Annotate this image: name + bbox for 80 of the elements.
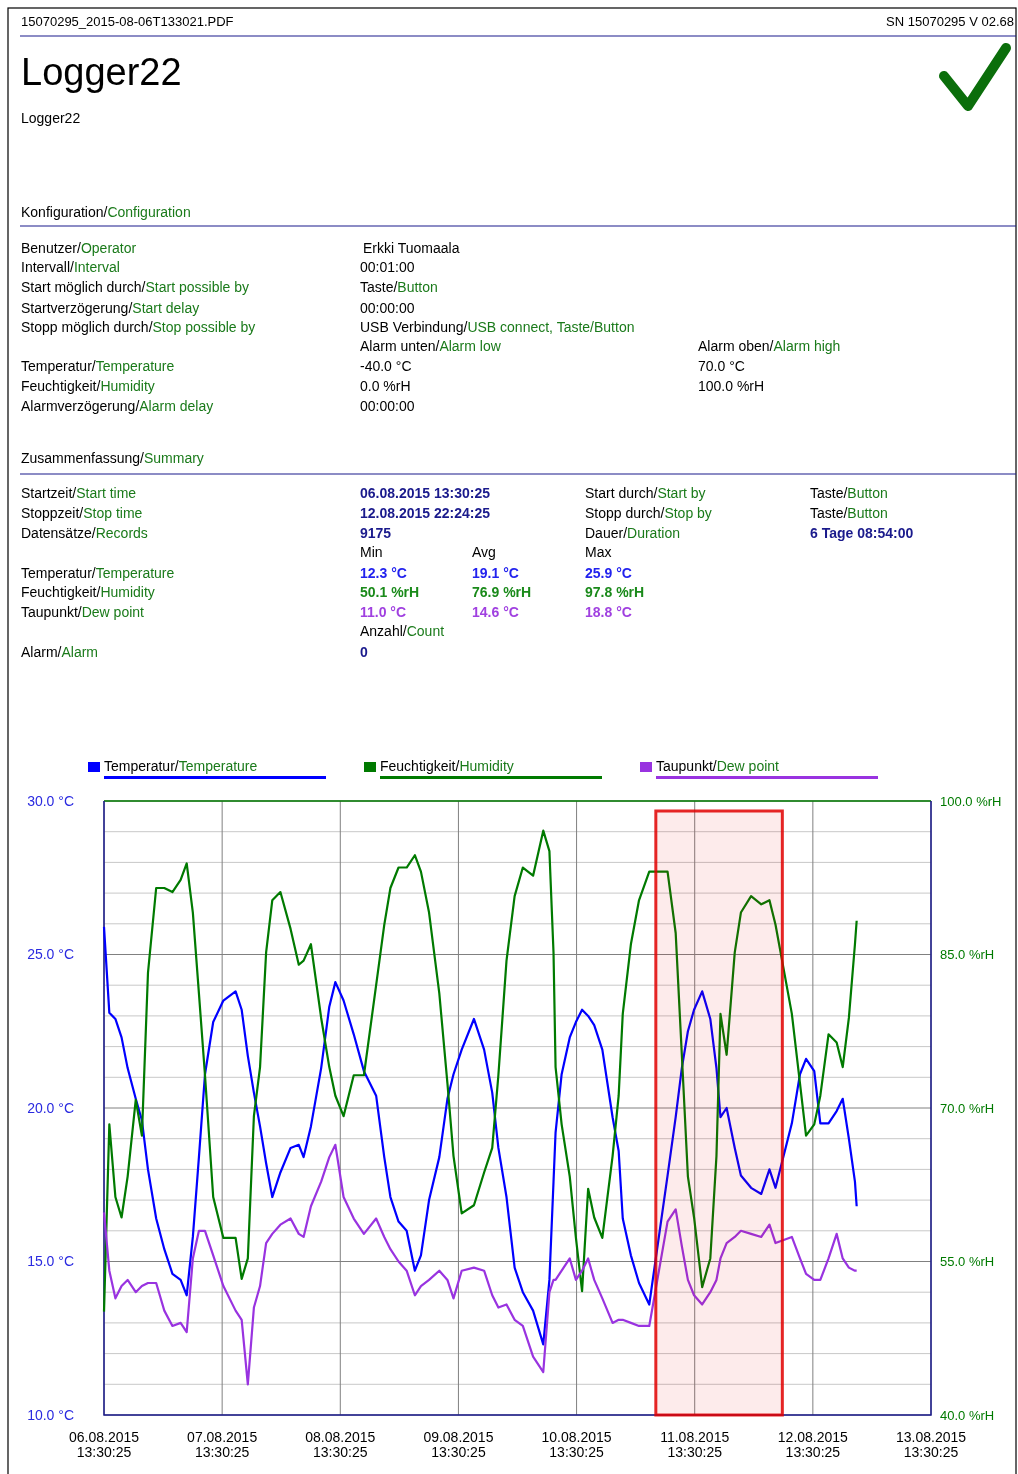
x-tick-label: 12.08.2015 13:30:25 xyxy=(777,1429,849,1460)
text: Feuchtigkeit/Humidity xyxy=(21,378,155,394)
text: Konfiguration/Configuration xyxy=(21,204,191,220)
text: 70.0 °C xyxy=(698,358,745,374)
text: Alarm oben/Alarm high xyxy=(698,338,841,354)
text: Datensätze/Records xyxy=(21,525,148,541)
text: 00:01:00 xyxy=(360,259,415,275)
text: 19.1 °C xyxy=(472,565,519,581)
text: 18.8 °C xyxy=(585,604,632,620)
text: USB Verbindung/USB connect, Taste/Button xyxy=(360,319,635,335)
legend-label: Taupunkt/Dew point xyxy=(656,758,780,774)
x-tick-label: 11.08.2015 13:30:25 xyxy=(660,1429,730,1460)
y2-tick-label: 40.0 %rH xyxy=(940,1407,995,1423)
text: Min xyxy=(360,544,383,560)
text: Taste/Button xyxy=(810,485,888,501)
x-tick-label: 06.08.2015 13:30:25 xyxy=(68,1429,140,1460)
line-series xyxy=(102,829,858,1313)
text: Logger22 xyxy=(21,51,182,93)
x-tick-label: 13.08.2015 13:30:25 xyxy=(895,1429,967,1460)
y-tick-label: 10.0 °C xyxy=(27,1406,74,1423)
text: Zusammenfassung/Summary xyxy=(21,450,204,466)
x-tick-label: 08.08.2015 13:30:25 xyxy=(305,1429,376,1460)
text: Alarm unten/Alarm low xyxy=(360,338,502,354)
text: Stoppzeit/Stop time xyxy=(21,505,143,521)
text: Temperatur/Temperature xyxy=(21,358,175,374)
text: 15070295_2015-08-06T133021.PDF xyxy=(21,14,234,29)
text: Benutzer/Operator xyxy=(21,240,137,256)
text: 76.9 %rH xyxy=(472,584,532,600)
x-tick-label: 10.08.2015 13:30:25 xyxy=(541,1429,612,1460)
y-tick-label: 30.0 °C xyxy=(27,792,74,809)
text: 00:00:00 xyxy=(360,398,415,414)
text: 100.0 %rH xyxy=(698,378,765,394)
x-tick-label: 09.08.2015 13:30:25 xyxy=(423,1429,494,1460)
text: Startzeit/Start time xyxy=(21,485,137,501)
text: Max xyxy=(585,544,612,560)
text: 14.6 °C xyxy=(472,604,519,620)
text: Logger22 xyxy=(21,110,81,126)
text: 12.08.2015 22:24:25 xyxy=(360,505,491,521)
text: Alarm/Alarm xyxy=(21,644,99,660)
text: Intervall/Interval xyxy=(21,259,120,275)
y-tick-label: 20.0 °C xyxy=(27,1099,74,1116)
text: Temperatur/Temperature xyxy=(21,565,175,581)
text: Feuchtigkeit/Humidity xyxy=(21,584,155,600)
text: 00:00:00 xyxy=(360,300,415,316)
line-series xyxy=(102,925,858,1346)
text: Taupunkt/Dew point xyxy=(21,604,145,620)
text: Startverzögerung/Start delay xyxy=(21,300,200,316)
text: 12.3 °C xyxy=(360,565,407,581)
y-tick-label: 15.0 °C xyxy=(27,1253,74,1270)
line-series xyxy=(102,1143,858,1386)
text: 25.9 °C xyxy=(585,565,632,581)
text: 6 Tage 08:54:00 xyxy=(810,525,914,541)
y2-tick-label: 85.0 %rH xyxy=(940,947,995,963)
text: 06.08.2015 13:30:25 xyxy=(360,485,491,501)
y2-tick-label: 100.0 %rH xyxy=(940,793,1002,809)
legend-label: Feuchtigkeit/Humidity xyxy=(380,758,514,774)
text: Dauer/Duration xyxy=(585,525,680,541)
text: -40.0 °C xyxy=(360,358,412,374)
legend-label: Temperatur/Temperature xyxy=(104,758,258,774)
text: Stopp durch/Stop by xyxy=(585,505,712,521)
text: 11.0 °C xyxy=(360,604,407,620)
y2-tick-label: 70.0 %rH xyxy=(940,1100,995,1116)
text: 97.8 %rH xyxy=(585,584,645,600)
x-tick-label: 07.08.2015 13:30:25 xyxy=(187,1429,258,1460)
text: Alarmverzögerung/Alarm delay xyxy=(21,398,214,414)
text: Avg xyxy=(472,544,496,560)
text: 50.1 %rH xyxy=(360,584,420,600)
text: Erkki Tuomaala xyxy=(363,240,460,256)
text: 9175 xyxy=(360,525,392,541)
y2-tick-label: 55.0 %rH xyxy=(940,1254,995,1270)
text: 0 xyxy=(360,644,368,660)
text: Start möglich durch/Start possible by xyxy=(21,279,249,295)
text: Stopp möglich durch/Stop possible by xyxy=(21,319,256,335)
text: 0.0 %rH xyxy=(360,378,411,394)
text: Start durch/Start by xyxy=(585,485,706,501)
text: Anzahl/Count xyxy=(360,623,445,639)
text: Taste/Button xyxy=(360,279,438,295)
y-tick-label: 25.0 °C xyxy=(27,946,74,963)
text: Taste/Button xyxy=(810,505,888,521)
text: SN 15070295 V 02.68 xyxy=(886,14,1014,29)
